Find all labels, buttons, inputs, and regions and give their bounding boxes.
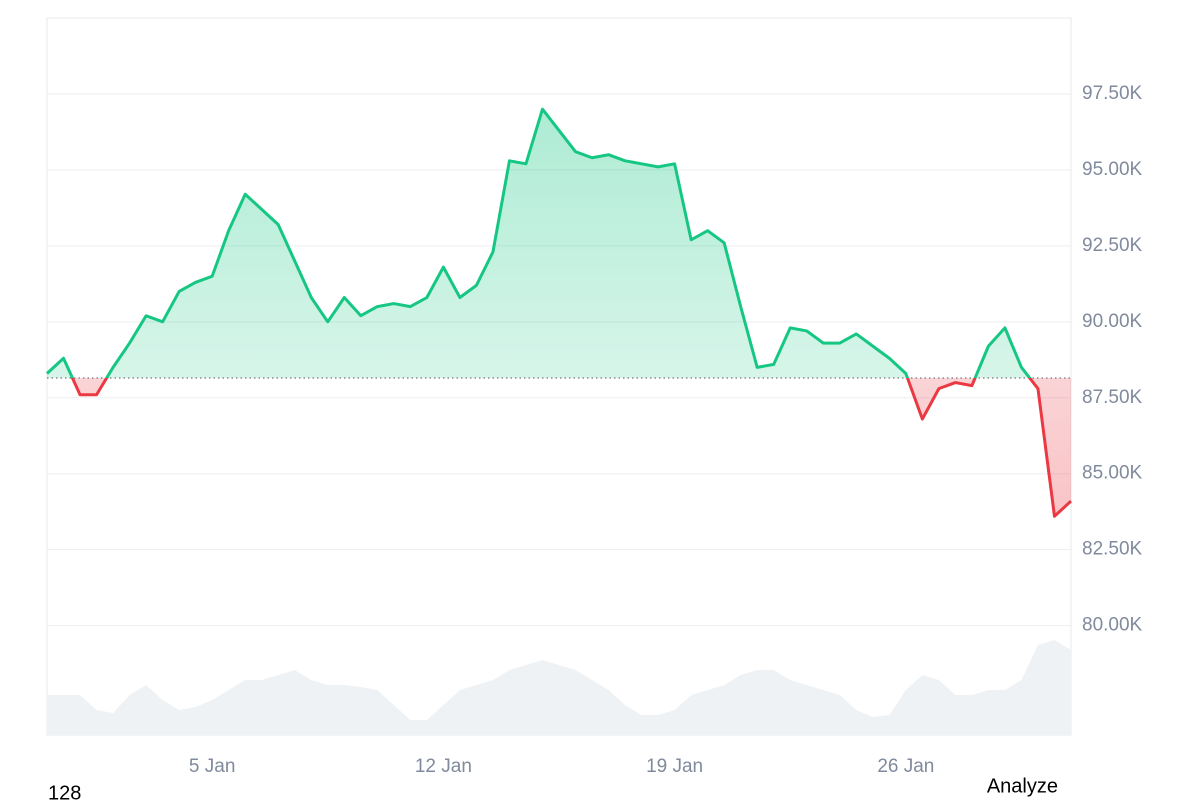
area-up: [47, 109, 1071, 379]
x-tick-label: 12 Jan: [415, 756, 472, 777]
x-tick-label: 5 Jan: [189, 756, 235, 777]
y-tick-label: 95.00K: [1082, 159, 1143, 180]
volume-area: [47, 640, 1071, 735]
plot: 80.00K 82.50K 85.00K 87.50K 90.00K 92.50K 95.0…: [45, 83, 1143, 777]
y-tick-label: 92.50K: [1082, 235, 1143, 256]
line-up: [45, 107, 1032, 379]
x-tick-label: 26 Jan: [877, 756, 934, 777]
y-tick-label: 87.50K: [1082, 387, 1143, 408]
x-tick-label: 19 Jan: [646, 756, 703, 777]
y-tick-label: 80.00K: [1082, 615, 1143, 636]
y-tick-label: 90.00K: [1082, 311, 1143, 332]
y-tick-label: 82.50K: [1082, 539, 1143, 560]
y-tick-label: 85.00K: [1082, 463, 1143, 484]
y-tick-label: 97.50K: [1082, 83, 1143, 104]
footer-right[interactable]: Analyze: [987, 775, 1058, 797]
footer-left: 128: [48, 782, 81, 800]
